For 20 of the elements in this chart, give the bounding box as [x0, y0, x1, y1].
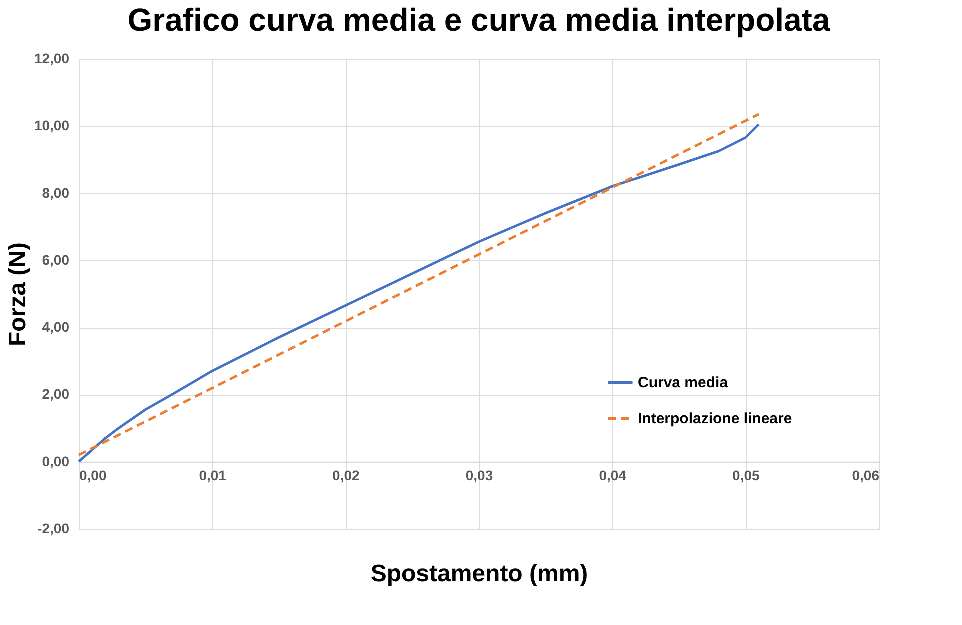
x-tick-label: 0,01: [199, 467, 227, 484]
y-tick-label: 0,00: [42, 453, 70, 470]
x-tick-label: 0,04: [599, 467, 627, 484]
x-tick-label: 0,06: [852, 467, 880, 484]
y-tick-label: 6,00: [42, 252, 70, 268]
legend-label: Curva media: [638, 374, 729, 392]
x-tick-label: 0,05: [732, 467, 760, 484]
y-tick-label: 2,00: [42, 386, 70, 402]
x-tick-label: 0,00: [80, 467, 107, 484]
y-tick-label: 8,00: [42, 184, 70, 201]
y-axis-title: Forza (N): [4, 242, 32, 346]
y-tick-label: 10,00: [34, 118, 70, 134]
legend-label: Interpolazione lineare: [638, 410, 792, 428]
x-tick-label: 0,02: [332, 467, 360, 484]
chart-title: Grafico curva media e curva media interpolata: [128, 2, 830, 38]
y-tick-label: -2,00: [38, 520, 70, 536]
x-tick-label: 0,03: [466, 467, 494, 484]
y-tick-label: 12,00: [34, 50, 70, 66]
y-tick-label: 4,00: [42, 319, 70, 336]
x-axis-title: Spostamento (mm): [370, 560, 588, 588]
